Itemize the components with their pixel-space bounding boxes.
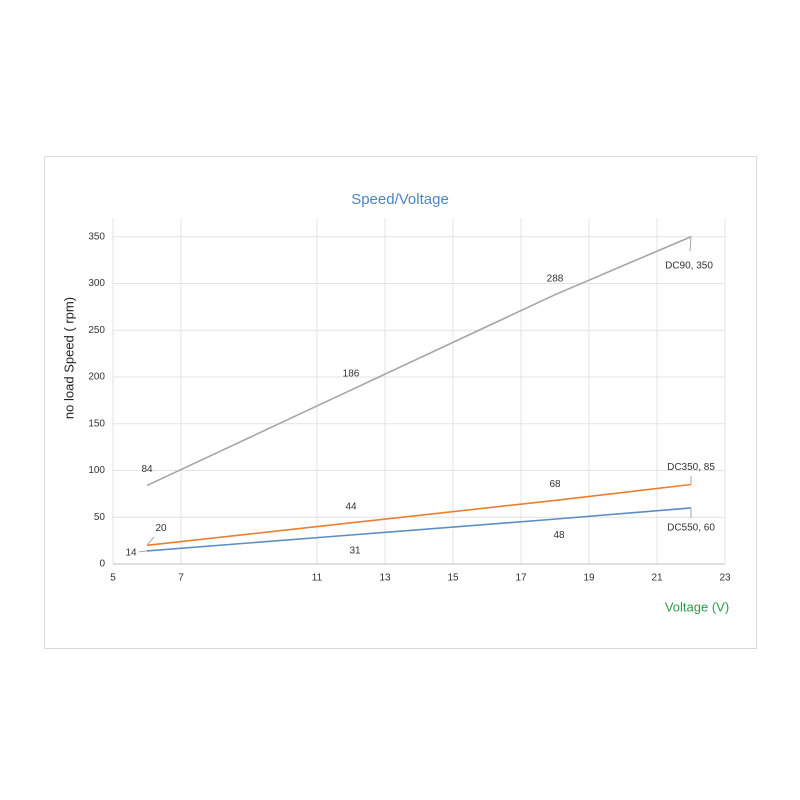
y-tick-label: 250	[88, 325, 105, 336]
x-axis-label: Voltage (V)	[665, 599, 729, 614]
data-label: 14	[125, 548, 137, 559]
data-label: 20	[155, 523, 167, 534]
data-label: DC550, 60	[667, 523, 715, 534]
y-tick-label: 350	[88, 231, 105, 242]
series-line	[146, 483, 692, 547]
leader-line	[689, 236, 692, 252]
y-tick-label: 0	[99, 559, 105, 570]
series-line	[146, 507, 692, 552]
data-label: 68	[549, 479, 561, 490]
data-label: DC350, 85	[667, 462, 715, 473]
y-tick-label: 150	[88, 418, 105, 429]
data-label: 48	[553, 530, 565, 541]
leader-line	[138, 550, 148, 553]
x-tick-label: 19	[583, 573, 595, 584]
data-label: 288	[547, 273, 564, 284]
x-tick-label: 15	[447, 573, 459, 584]
data-label: 31	[349, 546, 361, 557]
y-tick-label: 200	[88, 372, 105, 383]
chart-frame	[44, 156, 757, 649]
x-tick-label: 5	[110, 573, 116, 584]
y-tick-label: 50	[94, 512, 106, 523]
y-axis-label: no load Speed ( rpm)	[61, 297, 76, 419]
x-tick-label: 11	[312, 573, 323, 584]
x-tick-label: 21	[651, 573, 663, 584]
data-label: 44	[345, 501, 357, 512]
x-tick-label: 13	[379, 573, 391, 584]
chart-title: Speed/Voltage	[351, 191, 449, 208]
x-tick-label: 23	[719, 573, 731, 584]
series-line	[146, 235, 692, 487]
data-label: 186	[343, 369, 360, 380]
data-label: DC90, 350	[665, 260, 713, 271]
y-tick-label: 300	[88, 278, 105, 289]
leader-line	[146, 536, 155, 546]
x-tick-label: 7	[178, 573, 184, 584]
data-label: 84	[141, 464, 153, 475]
x-tick-label: 17	[515, 573, 527, 584]
y-tick-label: 100	[88, 465, 105, 476]
